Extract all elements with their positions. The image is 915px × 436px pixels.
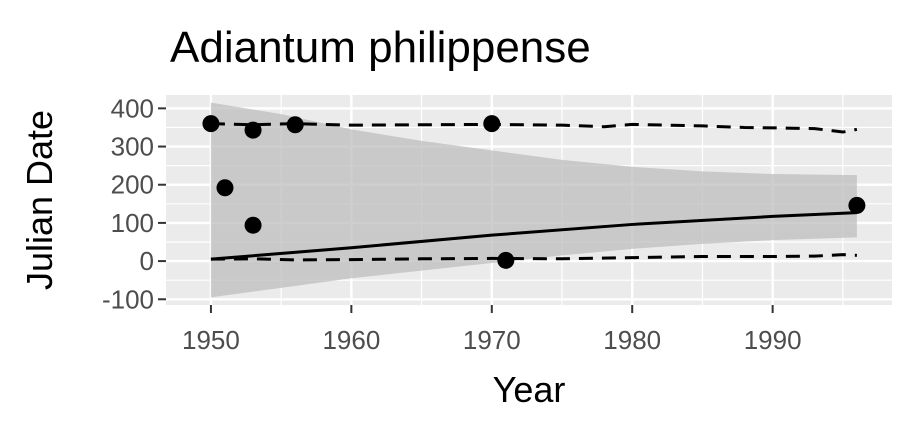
x-tick-label: 1970 [463,325,521,355]
chart-title: Adiantum philippense [170,23,591,72]
axis-ticks: 1950 1960 1970 1980 1990 -100 0 100 200 300 400 [102,93,802,355]
y-tick-label: 0 [140,246,154,276]
data-point [202,115,220,133]
lower-dashed-line [210,253,857,262]
y-tick-label: 400 [111,93,154,123]
data-point [848,196,866,214]
confidence-band [210,102,857,298]
y-tick-label: 200 [111,170,154,200]
upper-dashed-line [210,122,858,134]
data-point [244,216,262,234]
data-point [244,121,262,139]
x-axis-title: Year [493,369,566,410]
fit-line [210,211,857,261]
data-point [483,115,501,133]
data-point [497,251,515,269]
x-tick-label: 1990 [744,325,802,355]
x-tick-label: 1950 [182,325,240,355]
data-points [202,115,866,269]
y-tick-label: 100 [111,208,154,238]
y-axis-title: Julian Date [19,110,60,290]
data-point [286,116,304,134]
y-tick-label: -100 [102,284,154,314]
x-tick-label: 1980 [603,325,661,355]
x-tick-label: 1960 [322,325,380,355]
y-tick-label: 300 [111,132,154,162]
data-point [216,179,234,197]
